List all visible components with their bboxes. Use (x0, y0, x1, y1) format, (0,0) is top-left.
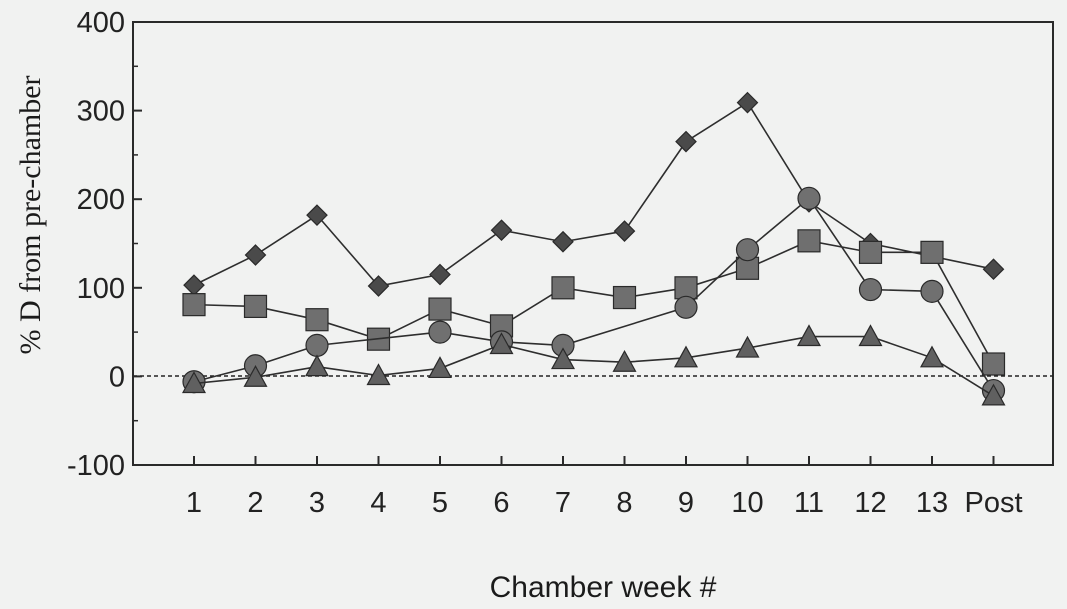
series-circle (182, 186, 1006, 403)
data-point (489, 332, 514, 355)
data-point (550, 347, 576, 370)
data-point (920, 279, 944, 303)
data-point (981, 352, 1006, 376)
data-point (367, 275, 390, 297)
data-point (797, 229, 821, 253)
data-point (674, 295, 698, 319)
x-tick-label: 11 (794, 487, 824, 519)
y-tick-label: 0 (109, 361, 125, 393)
data-point (736, 91, 759, 114)
x-tick-label: 9 (678, 487, 694, 519)
x-tick-label: 7 (555, 487, 571, 519)
y-tick-label: -100 (67, 450, 125, 482)
x-tick-label: 5 (432, 487, 448, 519)
y-tick-label: 100 (77, 273, 125, 305)
data-point (674, 276, 698, 300)
x-tick-label: 4 (370, 487, 386, 519)
data-point (183, 274, 205, 296)
x-tick-label: 2 (247, 487, 263, 519)
x-tick-label: 3 (309, 487, 325, 519)
data-point (490, 219, 513, 242)
data-point (919, 345, 945, 368)
y-axis-title: % D from pre-chamber (14, 75, 47, 354)
series-triangle (181, 324, 1006, 406)
series-line (193, 335, 994, 397)
y-tick-label: 400 (77, 7, 125, 39)
data-point (920, 240, 944, 264)
series-diamond (183, 91, 1005, 297)
data-point (428, 297, 452, 321)
data-point (181, 371, 207, 394)
data-point (429, 263, 451, 286)
y-tick-label: 300 (77, 96, 125, 128)
series-square (182, 229, 1006, 376)
y-axis: -100 0 100 200 300 400 (67, 7, 142, 482)
data-point (735, 335, 760, 358)
data-point (613, 220, 636, 242)
x-tick-label: 1 (186, 487, 202, 519)
data-point (243, 294, 268, 319)
x-tick-label: 10 (731, 487, 763, 519)
data-point (552, 230, 574, 253)
data-point (796, 324, 822, 347)
data-point (244, 244, 267, 266)
series-layer (181, 91, 1006, 406)
data-point (858, 324, 883, 347)
x-tick-label: 8 (616, 487, 632, 519)
y-tick-label: 200 (77, 184, 125, 216)
data-point (243, 365, 268, 387)
data-point (304, 354, 330, 377)
data-point (981, 383, 1006, 406)
x-tick-label: 13 (916, 487, 948, 519)
data-point (673, 345, 699, 368)
data-point (427, 356, 453, 379)
data-point (612, 349, 637, 372)
data-point (858, 277, 883, 302)
data-point (428, 320, 452, 344)
data-point (735, 238, 760, 262)
data-point (305, 308, 329, 332)
data-point (182, 293, 206, 317)
data-point (982, 258, 1005, 281)
x-tick-label: 12 (854, 487, 886, 519)
data-point (797, 186, 821, 210)
data-point (612, 285, 637, 310)
data-point (366, 363, 391, 386)
data-point (306, 204, 328, 226)
x-tick-label: Post (964, 487, 1022, 519)
x-axis-title: Chamber week # (490, 571, 717, 604)
data-point (551, 276, 575, 300)
data-point (858, 240, 883, 264)
plot-frame (132, 21, 1054, 466)
data-point (675, 130, 697, 153)
x-axis: 1 2 3 4 5 6 7 8 9 10 11 12 13 Post (186, 456, 1023, 519)
x-tick-label: 6 (493, 487, 509, 519)
data-point (305, 333, 329, 357)
